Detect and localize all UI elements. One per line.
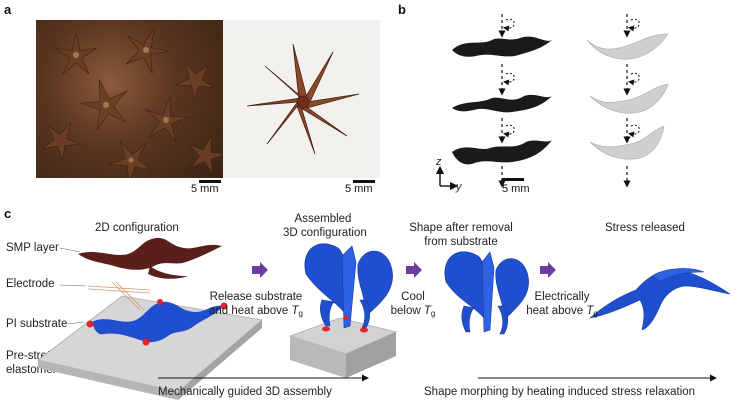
panel-letter-a: a <box>4 2 12 17</box>
panel-b-scale-label: 5 mm <box>502 183 530 195</box>
title-assembled-line2: 3D configuration <box>283 227 367 239</box>
single-star-anise-drawing <box>246 43 360 155</box>
step-cool: Cool below Tg <box>388 290 438 321</box>
title-shape-after-removal: Shape after removal from substrate <box>402 221 520 249</box>
scale-label-left: 5 mm <box>191 183 219 195</box>
label-electrode: Electrode <box>6 278 55 290</box>
elastomer-slab <box>37 295 263 400</box>
axes-glyph <box>435 165 459 191</box>
panel-b-simulations <box>435 14 669 191</box>
step-electric-line2: heat above Tg <box>512 304 612 321</box>
assembled-3d-structure <box>304 243 393 329</box>
title-assembled-line1: Assembled <box>294 213 352 225</box>
tg-subscript: g <box>298 309 303 318</box>
gray-shape-column <box>586 33 669 160</box>
step-electric-line1: Electrically <box>534 291 590 303</box>
panel-letter-c: c <box>4 206 12 221</box>
tg-subscript: g <box>593 309 598 318</box>
tg-symbol: T <box>423 305 431 317</box>
step-cool-line2: below Tg <box>388 304 438 321</box>
tg-symbol: T <box>586 305 594 317</box>
step-cool-line1: Cool <box>401 291 425 303</box>
star-anise-pile-drawing <box>41 27 223 178</box>
black-shape-column <box>452 36 552 165</box>
panel-b-scale-bar <box>502 178 524 181</box>
step-electric-text: heat above <box>526 305 584 317</box>
footer-mechanically-guided: Mechanically guided 3D assembly <box>158 386 332 398</box>
title-stress-released: Stress released <box>605 222 685 234</box>
scale-bar-right <box>353 180 375 183</box>
title-removal-line2: from substrate <box>424 236 498 248</box>
pi-substrate-shape <box>92 301 224 343</box>
electrode-traces <box>87 281 151 311</box>
scale-bar-left <box>199 180 221 183</box>
process-arrows <box>252 262 556 278</box>
axis-label-y: y <box>456 181 462 193</box>
title-2d-configuration: 2D configuration <box>95 222 179 234</box>
assembled-substrate-block <box>288 317 398 378</box>
panel-letter-b: b <box>398 2 406 17</box>
step-release-line1: Release substrate <box>209 291 303 303</box>
photo-star-anise-pile <box>36 20 223 178</box>
title-assembled: Assembled 3D configuration <box>283 212 367 240</box>
step-electrically-heat: Electrically heat above Tg <box>512 290 612 321</box>
tg-subscript: g <box>430 309 436 318</box>
axis-label-z: z <box>436 156 442 168</box>
tg-symbol: T <box>291 305 299 317</box>
label-pi-substrate: PI substrate <box>6 318 68 330</box>
title-removal-line1: Shape after removal <box>409 222 513 234</box>
bonding-sites <box>86 299 228 346</box>
footer-shape-morphing: Shape morphing by heating induced stress… <box>424 386 696 398</box>
removed-3d-structure <box>444 251 529 335</box>
step-cool-text: below <box>390 305 421 317</box>
smp-layer-shape <box>78 237 222 270</box>
step-release-and-heat: Release substrate and heat above Tg <box>196 290 316 321</box>
label-smp-layer: SMP layer <box>6 242 59 254</box>
step-release-text: and heat above <box>209 305 289 317</box>
photo-single-star-anise <box>223 20 380 178</box>
scale-label-right: 5 mm <box>345 183 373 195</box>
step-release-line2: and heat above Tg <box>196 304 316 321</box>
released-structure <box>588 268 731 331</box>
